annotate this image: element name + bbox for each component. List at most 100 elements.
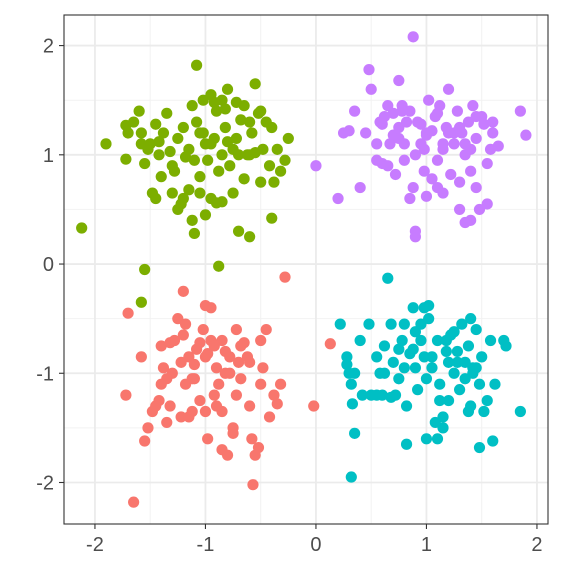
data-point	[183, 184, 195, 196]
data-point	[360, 127, 372, 139]
data-point	[175, 411, 187, 423]
data-point	[202, 154, 214, 166]
data-point	[431, 433, 444, 445]
data-point	[437, 187, 449, 199]
data-point	[484, 334, 497, 347]
data-point	[445, 168, 457, 181]
data-point	[230, 132, 242, 145]
data-point	[356, 389, 368, 401]
data-point	[465, 313, 477, 325]
data-point	[271, 143, 283, 155]
data-point	[274, 378, 287, 390]
data-point	[371, 138, 383, 150]
data-point	[208, 340, 220, 352]
axes: -2 -1 0 1 2 -2 -1 0 1 2	[36, 36, 542, 556]
data-point	[172, 132, 184, 145]
panel-border	[63, 14, 549, 525]
data-point	[404, 192, 416, 205]
data-point	[487, 127, 499, 139]
data-point	[227, 187, 239, 199]
data-point	[423, 313, 435, 325]
data-point	[400, 116, 413, 128]
data-point	[202, 348, 214, 360]
data-point	[247, 479, 259, 491]
data-point	[418, 143, 430, 155]
data-point	[255, 334, 267, 347]
data-point	[224, 351, 236, 363]
data-point	[384, 138, 396, 150]
data-point	[448, 138, 460, 150]
data-point	[161, 416, 173, 429]
data-point	[135, 296, 147, 308]
data-point	[257, 143, 269, 155]
data-point	[139, 157, 151, 170]
data-point	[470, 362, 482, 374]
data-point	[393, 121, 405, 134]
data-point	[282, 132, 294, 145]
data-point	[481, 394, 493, 407]
data-point	[470, 181, 482, 194]
data-point	[365, 83, 377, 95]
data-point	[224, 160, 236, 172]
data-point	[120, 153, 132, 165]
data-point	[407, 302, 419, 314]
data-point	[244, 116, 256, 128]
data-point	[487, 116, 499, 128]
data-point	[393, 373, 405, 385]
data-point	[191, 59, 203, 71]
data-point	[473, 378, 486, 390]
data-point	[100, 138, 112, 150]
y-tick-label: -1	[36, 363, 54, 385]
data-point	[415, 118, 427, 130]
data-point	[415, 334, 427, 347]
data-point	[514, 405, 526, 418]
data-point	[349, 367, 361, 379]
data-point	[150, 192, 162, 205]
data-point	[363, 318, 375, 330]
data-point	[431, 154, 444, 166]
data-point	[164, 337, 176, 349]
data-point	[216, 149, 228, 161]
data-point	[363, 64, 375, 76]
data-point	[437, 411, 449, 423]
data-point	[197, 127, 209, 139]
data-point	[489, 378, 501, 390]
data-point	[387, 107, 399, 119]
data-point	[409, 149, 421, 161]
data-point	[420, 190, 433, 202]
data-point	[434, 378, 446, 390]
x-tick-label: 2	[531, 534, 542, 556]
data-point	[177, 192, 189, 205]
data-point	[122, 307, 134, 319]
data-point	[164, 400, 176, 412]
data-point	[135, 351, 147, 363]
data-point	[396, 105, 408, 117]
data-point	[473, 203, 486, 216]
data-point	[481, 198, 493, 210]
data-point	[76, 222, 88, 234]
data-point	[398, 362, 410, 374]
data-point	[520, 129, 532, 141]
data-point	[334, 318, 346, 330]
data-point	[199, 299, 212, 312]
data-point	[462, 405, 475, 418]
data-point	[451, 356, 463, 368]
data-point	[133, 105, 145, 117]
data-point	[385, 391, 397, 403]
data-point	[177, 121, 189, 134]
data-point	[341, 351, 353, 363]
data-point	[382, 272, 394, 284]
data-point	[235, 340, 247, 352]
data-point	[448, 127, 460, 139]
data-point	[221, 136, 234, 148]
data-point	[426, 173, 438, 185]
y-tick-label: 0	[43, 254, 54, 276]
data-point	[263, 411, 276, 423]
data-point	[345, 378, 357, 390]
data-point	[398, 318, 410, 330]
data-point	[378, 367, 391, 379]
data-point	[246, 127, 258, 139]
y-tick-label: 2	[43, 36, 54, 58]
